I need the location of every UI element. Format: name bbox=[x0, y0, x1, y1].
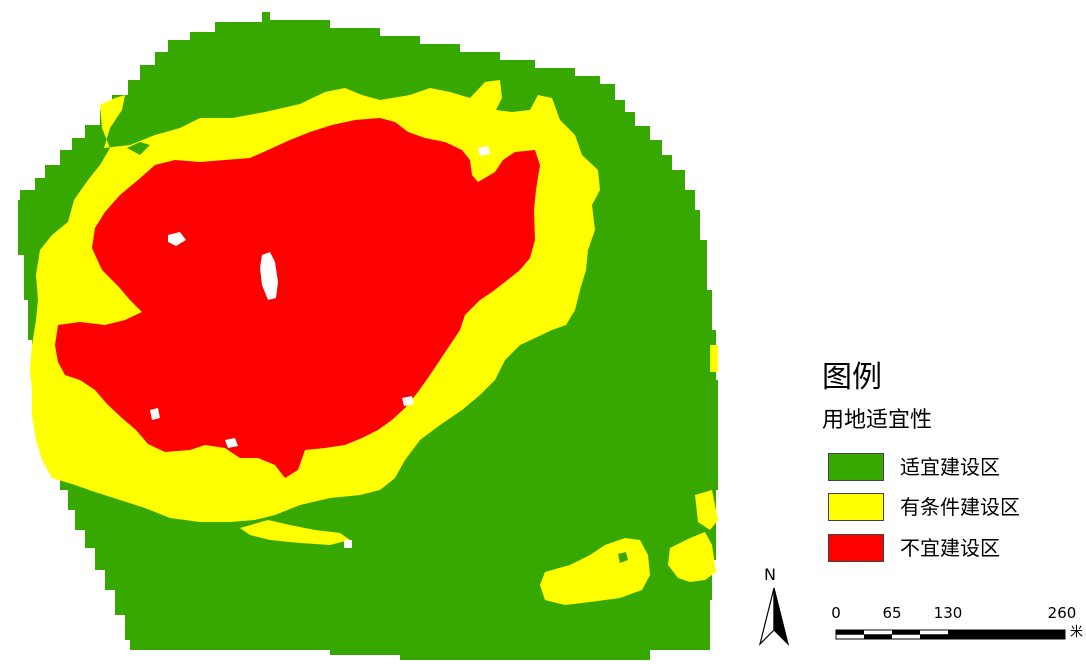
legend-item-conditional: 有条件建设区 bbox=[828, 492, 1020, 522]
scale-tick-0: 0 bbox=[831, 604, 841, 622]
scale-tick-2: 130 bbox=[933, 604, 963, 622]
legend-item-unsuitable: 不宜建设区 bbox=[828, 533, 1000, 563]
zone-unsuitable bbox=[55, 118, 540, 478]
scale-unit: 米 bbox=[1070, 625, 1084, 640]
legend-swatch-conditional bbox=[828, 493, 884, 521]
legend-subtitle: 用地适宜性 bbox=[822, 408, 933, 433]
legend-label-unsuitable: 不宜建设区 bbox=[900, 536, 1000, 560]
legend-label-suitable: 适宜建设区 bbox=[900, 455, 1000, 479]
north-label: N bbox=[764, 565, 776, 584]
legend-label-conditional: 有条件建设区 bbox=[900, 495, 1020, 519]
legend-item-suitable: 适宜建设区 bbox=[828, 452, 1000, 482]
legend-swatch-suitable bbox=[828, 453, 884, 481]
scale-tick-3: 260 bbox=[1047, 604, 1077, 622]
legend-title: 图例 bbox=[822, 360, 882, 395]
north-arrow-icon bbox=[758, 587, 790, 646]
scale-tick-1: 65 bbox=[882, 604, 902, 622]
scale-bar bbox=[835, 629, 1066, 640]
legend-swatch-unsuitable bbox=[828, 534, 884, 562]
